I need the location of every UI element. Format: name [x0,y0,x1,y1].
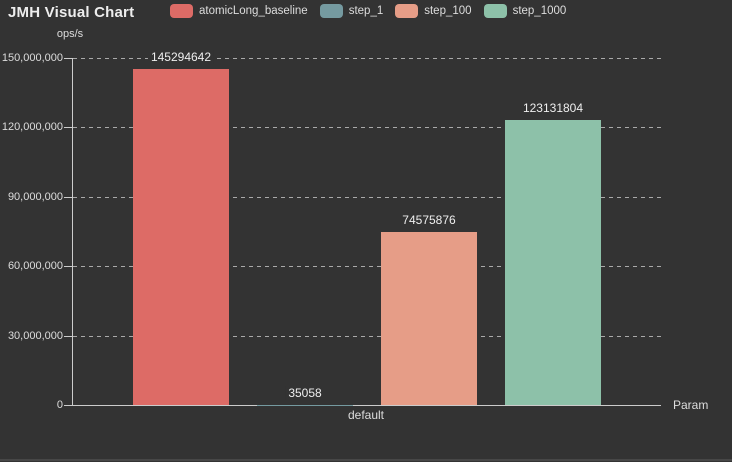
legend-label: atomicLong_baseline [199,5,308,17]
legend-swatch-step_1000 [483,4,507,18]
y-tick-label: 60,000,000 [7,260,63,273]
gridline-60000000 [73,266,661,268]
y-tick-mark [64,58,72,59]
y-tick-mark [64,127,72,129]
y-tick-mark [64,335,72,337]
y-tick-label: 150,000,000 [1,52,63,64]
x-category-label: default [347,408,385,422]
y-tick-label: 90,000,000 [7,190,63,203]
x-axis-name: Param [673,398,709,412]
y-tick-label: 30,000,000 [7,329,63,342]
y-tick-mark [64,405,72,406]
plot-area: 145294642 35058 74575876 123131804 [72,49,661,406]
bar-value-label-atomicLong_baseline: 145294642 [147,49,215,64]
legend-item-step_1[interactable]: step_1 [319,4,384,18]
legend-item-atomicLong_baseline[interactable]: atomicLong_baseline [170,4,308,18]
legend-item-step_100[interactable]: step_100 [395,4,472,18]
y-tick-label: 120,000,000 [1,121,63,134]
legend: atomicLong_baseline step_1 step_100 step_10… [170,4,566,18]
legend-swatch-step_100 [395,4,419,18]
gridline-150000000 [73,58,661,59]
bar-value-label-step_100: 74575876 [399,213,459,228]
bar-step_100[interactable] [381,232,477,405]
y-tick-label: 0 [56,399,63,411]
legend-label: step_1 [348,5,384,17]
legend-swatch-step_1 [319,4,343,18]
window-bottom-edge [0,459,732,461]
legend-label: step_1000 [512,5,567,17]
y-axis-name: ops/s [56,28,84,40]
legend-label: step_100 [424,5,472,17]
legend-swatch-atomicLong_baseline [170,4,193,18]
bar-atomicLong_baseline[interactable] [133,68,229,405]
gridline-30000000 [73,335,661,337]
y-tick-mark [64,266,72,268]
y-tick-mark [64,196,72,198]
bar-value-label-step_1: 35058 [285,385,325,400]
chart-title: JMH Visual Chart [8,4,135,21]
bar-step_1000[interactable] [505,120,601,405]
gridline-90000000 [73,196,661,198]
bar-value-label-step_1000: 123131804 [519,101,587,116]
legend-item-step_1000[interactable]: step_1000 [483,4,567,18]
gridline-120000000 [73,127,661,129]
